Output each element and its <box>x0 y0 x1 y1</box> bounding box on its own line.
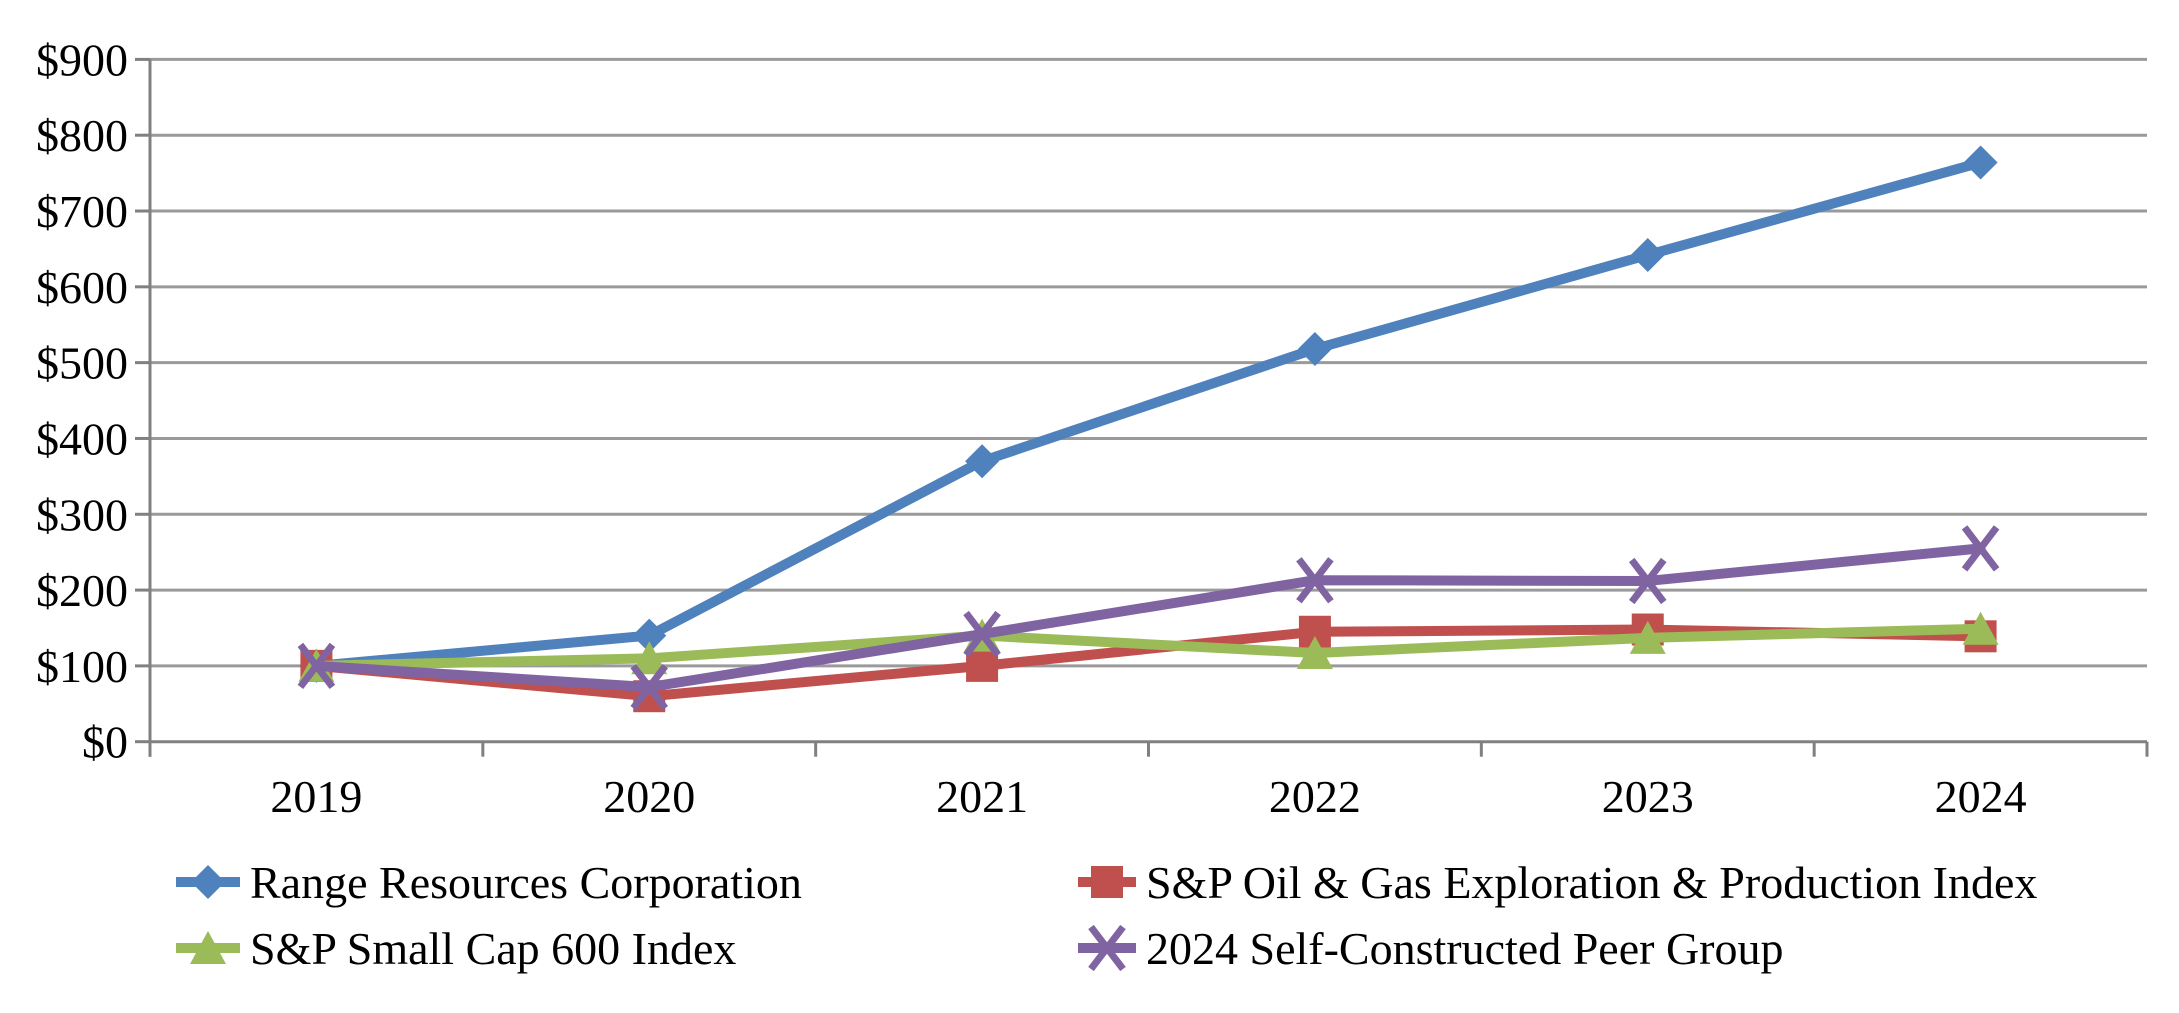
series-marker-s-p-small-cap-600-index <box>1962 611 1999 645</box>
series-marker-2024-self-constructed-peer-group <box>630 663 669 711</box>
y-axis-tick-label: $0 <box>82 717 128 768</box>
legend-marker-s-p-oil-gas-exploration-production-index <box>1091 866 1123 898</box>
series-marker-range-resources-corporation <box>1297 331 1332 366</box>
series-marker-2024-self-constructed-peer-group <box>963 610 1001 658</box>
legend-marker-range-resources-corporation <box>191 865 225 899</box>
series-marker-s-p-small-cap-600-index <box>631 641 668 675</box>
chart-legend: Range Resources Corporation S&P Oil & Gas… <box>176 857 2037 974</box>
series-line-s-p-small-cap-600-index <box>311 623 1986 671</box>
series-line-2024-self-constructed-peer-group <box>311 543 1986 693</box>
y-axis-tick-label: $200 <box>36 565 128 616</box>
series-marker-s-p-oil-gas-exploration-production-index <box>966 649 999 682</box>
legend-item-2024-self-constructed-peer-group: 2024 Self-Constructed Peer Group <box>1078 923 1784 974</box>
legend-marker-2024-self-constructed-peer-group <box>1088 924 1126 972</box>
legend-label-range-resources-corporation: Range Resources Corporation <box>250 857 802 908</box>
series-2024-self-constructed-peer-group <box>297 525 2000 711</box>
legend-item-s-p-oil-gas-exploration-production-index: S&P Oil & Gas Exploration & Production I… <box>1078 857 2037 908</box>
x-axis-tick-label: 2023 <box>1602 771 1694 822</box>
y-axis-tick-label: $600 <box>36 262 128 313</box>
axis-ticks <box>135 57 2149 757</box>
y-axis-tick-label: $300 <box>36 489 128 540</box>
legend-label-2024-self-constructed-peer-group: 2024 Self-Constructed Peer Group <box>1146 923 1784 974</box>
y-axis-tick-label: $800 <box>36 110 128 161</box>
series-marker-2024-self-constructed-peer-group <box>1961 525 2000 572</box>
series-marker-2024-self-constructed-peer-group <box>1296 557 1334 604</box>
y-axis-labels: $0 $100 $200 $300 $400 $500 $600 $700 $800 $900 <box>36 34 128 767</box>
legend-label-s-p-small-cap-600-index: S&P Small Cap 600 Index <box>250 923 736 974</box>
series-marker-range-resources-corporation <box>965 444 1000 479</box>
y-axis-tick-label: $100 <box>36 641 128 692</box>
series-marker-range-resources-corporation <box>632 618 667 653</box>
series-marker-range-resources-corporation <box>1963 145 1998 180</box>
x-axis-tick-label: 2024 <box>1935 771 2027 822</box>
x-axis-tick-label: 2019 <box>270 771 362 822</box>
y-axis-tick-label: $900 <box>36 34 128 85</box>
y-axis-tick-label: $400 <box>36 413 128 464</box>
x-axis-tick-label: 2020 <box>603 771 695 822</box>
series-marker-range-resources-corporation <box>1630 237 1665 272</box>
x-axis-tick-label: 2021 <box>936 771 1028 822</box>
x-axis-tick-label: 2022 <box>1269 771 1361 822</box>
y-gridlines <box>150 57 2147 668</box>
x-axis-labels: 2019 2020 2021 2022 2023 2024 <box>270 771 2026 822</box>
legend-item-s-p-small-cap-600-index: S&P Small Cap 600 Index <box>176 923 736 974</box>
legend-label-s-p-oil-gas-exploration-production-index: S&P Oil & Gas Exploration & Production I… <box>1146 857 2037 908</box>
series-marker-s-p-small-cap-600-index <box>1629 620 1666 654</box>
series-marker-2024-self-constructed-peer-group <box>1628 557 1667 605</box>
legend-item-range-resources-corporation: Range Resources Corporation <box>176 857 802 908</box>
y-axis-tick-label: $700 <box>36 186 128 237</box>
series-line-range-resources-corporation <box>311 157 1986 671</box>
series-marker-2024-self-constructed-peer-group <box>297 642 336 690</box>
legend-marker-s-p-small-cap-600-index <box>190 931 226 964</box>
y-axis-tick-label: $500 <box>36 338 128 389</box>
series-marker-s-p-small-cap-600-index <box>1296 636 1333 670</box>
